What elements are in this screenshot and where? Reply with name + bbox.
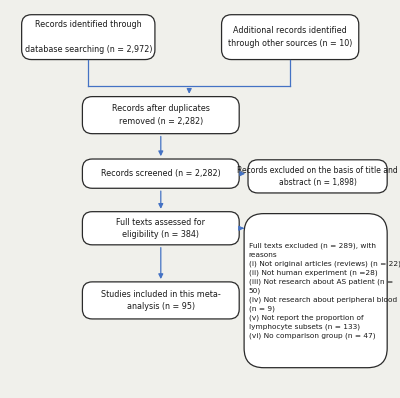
Text: Records screened (n = 2,282): Records screened (n = 2,282) [101,169,221,178]
FancyBboxPatch shape [82,212,239,245]
FancyBboxPatch shape [82,282,239,319]
FancyBboxPatch shape [222,15,359,60]
Text: Records excluded on the basis of title and
abstract (n = 1,898): Records excluded on the basis of title a… [237,166,398,187]
Text: Full texts assessed for
eligibility (n = 384): Full texts assessed for eligibility (n =… [116,217,205,239]
FancyBboxPatch shape [22,15,155,60]
FancyBboxPatch shape [82,97,239,134]
Text: Records identified through

database searching (n = 2,972): Records identified through database sear… [24,20,152,54]
Text: Studies included in this meta-
analysis (n = 95): Studies included in this meta- analysis … [101,290,221,311]
FancyBboxPatch shape [244,214,387,368]
FancyBboxPatch shape [82,159,239,188]
Text: Additional records identified
through other sources (n = 10): Additional records identified through ot… [228,26,352,48]
Text: Records after duplicates
removed (n = 2,282): Records after duplicates removed (n = 2,… [112,104,210,126]
FancyBboxPatch shape [248,160,387,193]
Text: Full texts excluded (n = 289), with
reasons
(i) Not original articles (reviews) : Full texts excluded (n = 289), with reas… [249,243,400,339]
